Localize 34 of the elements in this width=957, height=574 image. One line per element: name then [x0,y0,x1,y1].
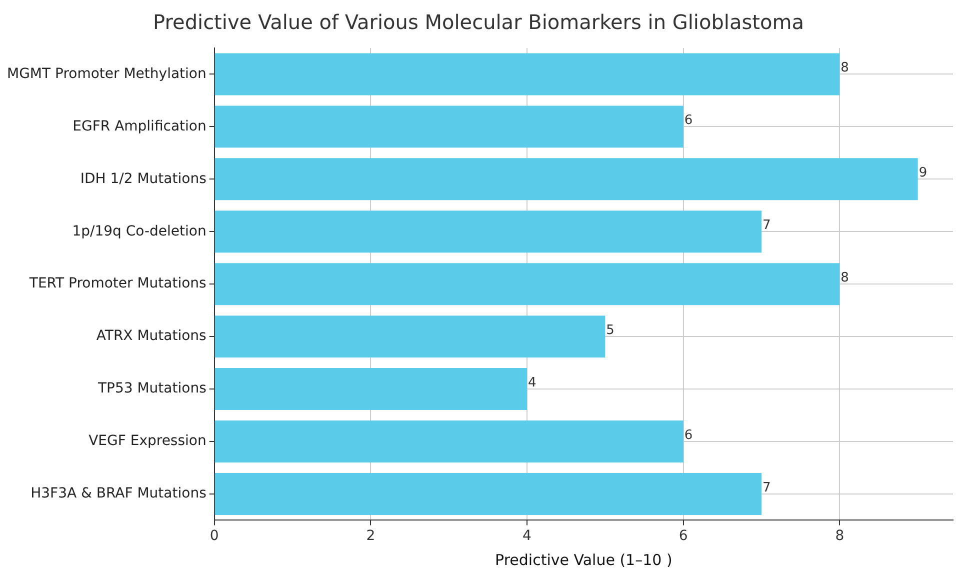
data-label: 4 [528,375,536,390]
data-label: 7 [762,480,771,496]
x-tick-label: 2 [366,528,376,544]
y-tick-label: MGMT Promoter Methylation [6,66,206,82]
data-label: 9 [918,166,928,181]
x-tick-label: 4 [522,528,532,544]
bar [214,472,762,515]
y-tick-label: TP53 Mutations [96,380,206,397]
data-label: 8 [840,270,849,286]
data-label: 5 [606,322,614,338]
y-tick-label: ATRX Mutations [96,328,206,344]
y-tick-label: IDH 1/2 Mutations [80,170,206,187]
x-tick-label: 0 [210,528,219,544]
y-tick-label: TERT Promoter Mutations [28,276,206,292]
data-label: 6 [684,113,693,128]
x-axis-title: Predictive Value (1–10 ) [495,550,672,569]
bar [214,316,606,358]
y-tick-label: H3F3A & BRAF Mutations [30,486,206,502]
data-label: 6 [684,428,693,443]
y-tick-label: EGFR Amplification [72,118,206,134]
bar [214,263,840,306]
bar [214,158,918,200]
data-label: 8 [840,60,849,76]
bar [214,210,762,253]
y-tick-label: 1p/19q Co-deletion [72,223,206,240]
data-label: 7 [762,218,771,234]
chart-title: Predictive Value of Various Molecular Biomarkers in Glioblastoma [153,10,804,34]
x-tick-label: 8 [835,528,844,544]
bar [214,106,684,148]
bar [214,53,840,96]
x-tick-label: 6 [678,528,688,544]
bar [214,420,684,462]
bar [214,368,528,410]
y-tick-label: VEGF Expression [88,433,206,450]
